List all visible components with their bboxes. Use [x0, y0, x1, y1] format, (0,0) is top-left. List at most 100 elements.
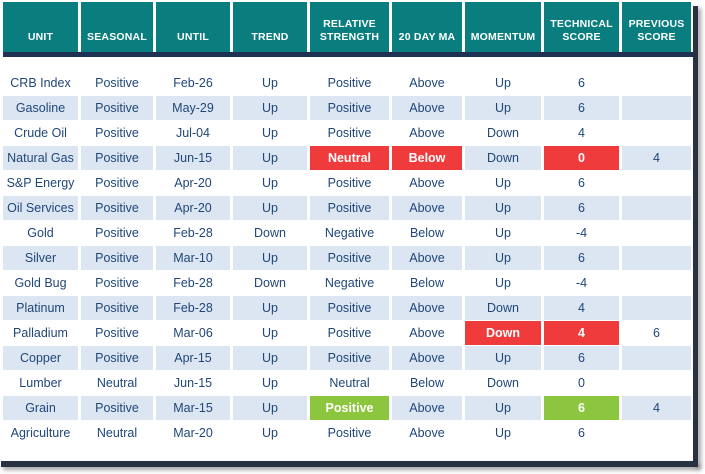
cell-momentum: Up — [465, 196, 541, 220]
table-row: Gasoline Positive May-29 Up Positive Above Up 6 — [3, 96, 691, 120]
cell-seasonal: Positive — [81, 246, 153, 270]
column-header-trend: TREND — [233, 2, 307, 52]
cell-previous_score — [622, 421, 691, 445]
cell-seasonal: Positive — [81, 196, 153, 220]
cell-previous_score: 6 — [622, 321, 691, 345]
cell-trend: Up — [233, 171, 307, 195]
column-header-momentum: MOMENTUM — [465, 2, 541, 52]
cell-unit: Gold — [3, 221, 78, 245]
cell-unit: Crude Oil — [3, 121, 78, 145]
table-row: Crude Oil Positive Jul-04 Up Positive Above Do… — [3, 121, 691, 145]
cell-trend: Up — [233, 246, 307, 270]
cell-until: Mar-10 — [156, 246, 230, 270]
cell-until: Feb-28 — [156, 221, 230, 245]
frame-border-right — [693, 6, 698, 467]
cell-technical_score: 4 — [544, 296, 619, 320]
cell-ma20: Above — [392, 396, 462, 420]
cell-seasonal: Positive — [81, 171, 153, 195]
cell-relative_strength: Positive — [310, 196, 389, 220]
cell-ma20: Below — [392, 221, 462, 245]
cell-seasonal: Positive — [81, 96, 153, 120]
cell-technical_score: 6 — [544, 71, 619, 95]
cell-momentum: Up — [465, 246, 541, 270]
cell-relative_strength: Positive — [310, 246, 389, 270]
cell-relative_strength: Positive — [310, 71, 389, 95]
cell-technical_score: 4 — [544, 321, 619, 345]
cell-seasonal: Neutral — [81, 421, 153, 445]
cell-seasonal: Positive — [81, 221, 153, 245]
cell-ma20: Above — [392, 321, 462, 345]
cell-relative_strength: Positive — [310, 321, 389, 345]
cell-relative_strength: Negative — [310, 221, 389, 245]
table-row: Grain Positive Mar-15 Up Positive Above Up 6 4 — [3, 396, 691, 420]
cell-technical_score: 6 — [544, 96, 619, 120]
table-row: Copper Positive Apr-15 Up Positive Above Up 6 — [3, 346, 691, 370]
cell-trend: Up — [233, 396, 307, 420]
table-row: Natural Gas Positive Jun-15 Up Neutral Below D… — [3, 146, 691, 170]
cell-until: Mar-15 — [156, 396, 230, 420]
cell-momentum: Up — [465, 171, 541, 195]
cell-previous_score — [622, 196, 691, 220]
cell-until: Jun-15 — [156, 371, 230, 395]
cell-unit: Natural Gas — [3, 146, 78, 170]
cell-until: Apr-15 — [156, 346, 230, 370]
column-header-relative_strength: RELATIVE STRENGTH — [310, 2, 389, 52]
column-header-unit: UNIT — [3, 2, 78, 52]
cell-momentum: Down — [465, 296, 541, 320]
cell-unit: Gold Bug — [3, 271, 78, 295]
cell-technical_score: 0 — [544, 371, 619, 395]
cell-until: Apr-20 — [156, 196, 230, 220]
cell-unit: Lumber — [3, 371, 78, 395]
cell-technical_score: 4 — [544, 121, 619, 145]
cell-ma20: Above — [392, 421, 462, 445]
cell-technical_score: -4 — [544, 221, 619, 245]
cell-until: Jul-04 — [156, 121, 230, 145]
cell-trend: Up — [233, 296, 307, 320]
cell-ma20: Below — [392, 146, 462, 170]
cell-relative_strength: Positive — [310, 121, 389, 145]
cell-trend: Up — [233, 371, 307, 395]
frame-border-bottom — [1, 461, 698, 467]
cell-seasonal: Positive — [81, 396, 153, 420]
cell-ma20: Above — [392, 296, 462, 320]
cell-technical_score: 6 — [544, 171, 619, 195]
cell-momentum: Up — [465, 346, 541, 370]
cell-technical_score: 0 — [544, 146, 619, 170]
column-header-until: UNTIL — [156, 2, 230, 52]
cell-relative_strength: Negative — [310, 271, 389, 295]
cell-ma20: Above — [392, 96, 462, 120]
column-header-technical_score: TECHNICAL SCORE — [544, 2, 619, 52]
cell-trend: Up — [233, 146, 307, 170]
table-row: Gold Bug Positive Feb-28 Down Negative Below U… — [3, 271, 691, 295]
cell-trend: Up — [233, 196, 307, 220]
cell-momentum: Up — [465, 271, 541, 295]
cell-until: Feb-28 — [156, 296, 230, 320]
cell-momentum: Up — [465, 221, 541, 245]
header-row: UNIT SEASONAL UNTIL TREND RELATIVE STRENGTH 2… — [3, 2, 691, 52]
table-row: Oil Services Positive Apr-20 Up Positive Abov… — [3, 196, 691, 220]
cell-until: Apr-20 — [156, 171, 230, 195]
cell-until: Mar-06 — [156, 321, 230, 345]
cell-previous_score — [622, 121, 691, 145]
cell-seasonal: Positive — [81, 296, 153, 320]
cell-relative_strength: Positive — [310, 296, 389, 320]
cell-trend: Up — [233, 96, 307, 120]
cell-ma20: Below — [392, 271, 462, 295]
cell-previous_score — [622, 271, 691, 295]
cell-seasonal: Positive — [81, 271, 153, 295]
cell-relative_strength: Positive — [310, 96, 389, 120]
cell-momentum: Down — [465, 371, 541, 395]
cell-ma20: Above — [392, 246, 462, 270]
cell-relative_strength: Positive — [310, 171, 389, 195]
cell-relative_strength: Positive — [310, 421, 389, 445]
cell-previous_score — [622, 371, 691, 395]
cell-trend: Up — [233, 121, 307, 145]
table-row: Palladium Positive Mar-06 Up Positive Above Do… — [3, 321, 691, 345]
cell-unit: Platinum — [3, 296, 78, 320]
cell-previous_score — [622, 246, 691, 270]
cell-relative_strength: Positive — [310, 346, 389, 370]
cell-relative_strength: Positive — [310, 396, 389, 420]
cell-until: Jun-15 — [156, 146, 230, 170]
cell-momentum: Down — [465, 121, 541, 145]
